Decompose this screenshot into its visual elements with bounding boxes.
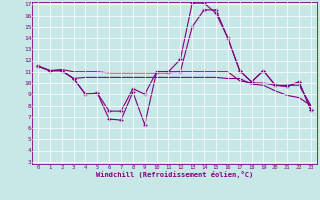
X-axis label: Windchill (Refroidissement éolien,°C): Windchill (Refroidissement éolien,°C) xyxy=(96,171,253,178)
